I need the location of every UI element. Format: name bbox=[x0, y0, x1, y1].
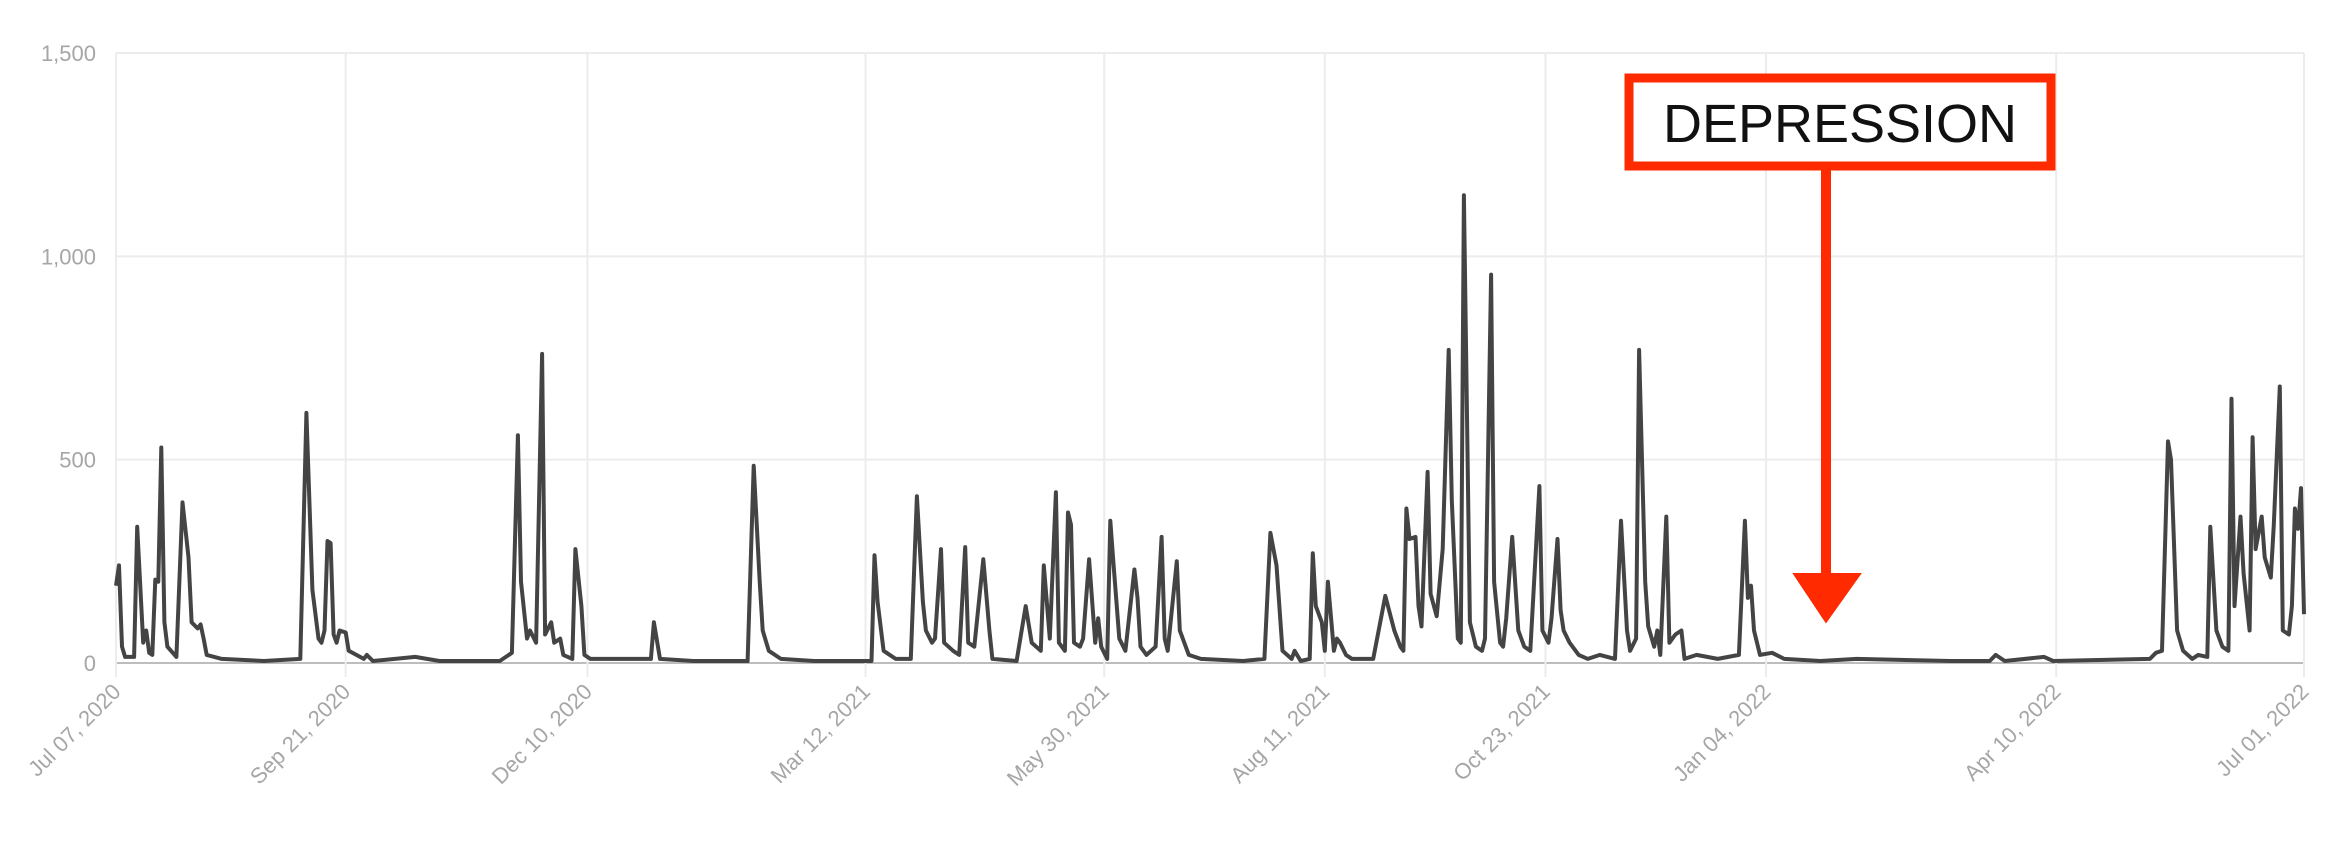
y-tick-label: 1,000 bbox=[41, 244, 96, 269]
annotation-arrowhead bbox=[1792, 573, 1862, 624]
x-tick-label: Jan 04, 2022 bbox=[1668, 679, 1776, 787]
annotation-text: DEPRESSION bbox=[1663, 94, 2017, 154]
annotation: DEPRESSION bbox=[1624, 73, 2056, 624]
annotation-box bbox=[1624, 73, 2056, 171]
x-tick-label: Oct 23, 2021 bbox=[1448, 679, 1555, 786]
x-tick-label: May 30, 2021 bbox=[1002, 679, 1114, 791]
y-tick-label: 500 bbox=[59, 448, 96, 473]
x-tick-label: Sep 21, 2020 bbox=[245, 679, 355, 789]
x-tick-label: Mar 12, 2021 bbox=[766, 679, 875, 788]
x-tick-label: Apr 10, 2022 bbox=[1959, 679, 2066, 786]
data-line bbox=[114, 193, 2306, 663]
x-tick-label: Dec 10, 2020 bbox=[487, 679, 597, 789]
x-tick-label: Jul 01, 2022 bbox=[2211, 679, 2313, 781]
x-tick-label: Aug 11, 2021 bbox=[1225, 679, 1334, 788]
x-tick-label: Jul 07, 2020 bbox=[23, 679, 125, 781]
plot bbox=[114, 193, 2306, 663]
y-tick-label: 1,500 bbox=[41, 41, 96, 66]
y-tick-label: 0 bbox=[84, 651, 96, 676]
